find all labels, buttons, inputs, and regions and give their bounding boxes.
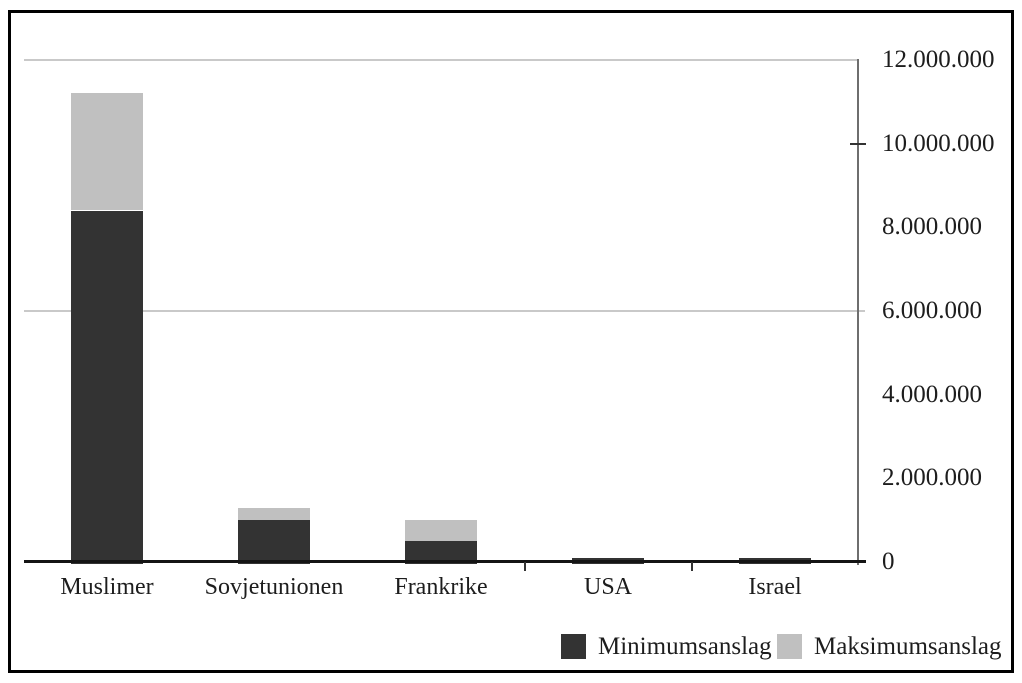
y-tick-10000000 bbox=[850, 142, 866, 145]
bar-max-sovjetunionen bbox=[238, 508, 310, 521]
x-axis-label-sovjetunionen: Sovjetunionen bbox=[204, 574, 344, 600]
x-boundary-tick-4 bbox=[691, 562, 693, 571]
legend-swatch-minimum bbox=[561, 634, 586, 659]
x-axis-label-muslimer: Muslimer bbox=[60, 574, 154, 600]
legend-label-minimum: Minimumsanslag bbox=[598, 633, 772, 660]
legend-swatch-maximum bbox=[777, 634, 802, 659]
bar-max-frankrike bbox=[405, 520, 477, 541]
y-axis-line bbox=[857, 59, 859, 565]
y-axis-label-4000000: 4.000.000 bbox=[882, 380, 982, 408]
gridline-12000000 bbox=[24, 59, 859, 61]
y-axis-label-6000000: 6.000.000 bbox=[882, 297, 982, 324]
x-axis-label-usa: USA bbox=[583, 574, 632, 600]
y-axis-label-8000000: 8.000.000 bbox=[882, 213, 982, 241]
y-axis-label-0: 0 bbox=[882, 548, 895, 575]
x-axis-label-israel: Israel bbox=[748, 574, 802, 600]
y-axis-label-2000000: 2.000.000 bbox=[882, 464, 982, 492]
y-axis-label-12000000: 12.000.000 bbox=[882, 46, 995, 73]
legend-label-maximum: Maksimumsanslag bbox=[814, 633, 1002, 660]
bar-max-muslimer bbox=[71, 93, 143, 210]
bar-min-muslimer bbox=[71, 211, 143, 564]
bar-min-sovjetunionen bbox=[238, 520, 310, 564]
x-axis-line bbox=[24, 560, 866, 563]
gridline-6000000 bbox=[24, 310, 865, 312]
x-boundary-tick-3 bbox=[524, 562, 526, 571]
bar-min-frankrike bbox=[405, 541, 477, 564]
y-axis-label-10000000: 10.000.000 bbox=[882, 129, 995, 157]
x-axis-label-frankrike: Frankrike bbox=[394, 574, 488, 600]
